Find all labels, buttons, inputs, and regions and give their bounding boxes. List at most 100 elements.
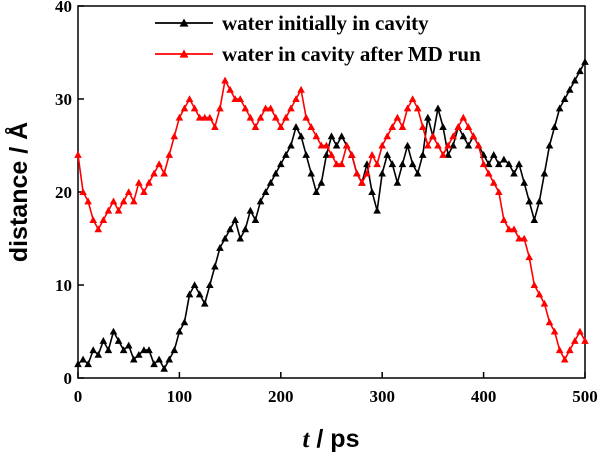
data-point-marker bbox=[312, 188, 321, 196]
data-point-marker bbox=[515, 160, 523, 168]
data-point-marker bbox=[190, 281, 199, 289]
data-point-marker bbox=[236, 95, 245, 103]
data-point-marker bbox=[535, 290, 544, 298]
data-point-marker bbox=[332, 160, 341, 168]
legend-label: water in cavity after MD run bbox=[222, 42, 481, 66]
data-point-marker bbox=[540, 169, 549, 177]
data-point-marker bbox=[500, 216, 508, 223]
data-point-marker bbox=[464, 141, 473, 149]
data-point-marker bbox=[353, 169, 361, 177]
data-point-marker bbox=[398, 123, 407, 130]
data-point-marker bbox=[236, 234, 245, 242]
data-point-marker bbox=[520, 178, 528, 186]
data-point-marker bbox=[378, 141, 386, 149]
data-point-marker bbox=[510, 225, 518, 233]
data-point-marker bbox=[327, 132, 336, 140]
data-point-marker bbox=[109, 327, 118, 335]
data-point-marker bbox=[383, 151, 392, 158]
data-point-marker bbox=[124, 188, 133, 196]
data-point-marker bbox=[119, 197, 128, 205]
y-tick-label: 10 bbox=[55, 276, 72, 295]
data-point-marker bbox=[418, 151, 427, 158]
data-point-marker bbox=[292, 95, 300, 103]
series-initially-in-cavity bbox=[74, 58, 589, 372]
y-tick-label: 20 bbox=[55, 183, 72, 202]
x-axis-label-variable: t bbox=[303, 426, 311, 453]
data-point-marker bbox=[327, 151, 336, 158]
data-point-marker bbox=[469, 132, 478, 140]
data-point-marker bbox=[505, 225, 513, 233]
data-point-marker bbox=[200, 113, 209, 121]
data-point-marker bbox=[206, 113, 214, 121]
legend-marker bbox=[179, 18, 189, 27]
data-point-marker bbox=[302, 151, 310, 158]
data-point-marker bbox=[79, 188, 87, 196]
data-point-marker bbox=[277, 123, 285, 130]
data-point-marker bbox=[449, 141, 457, 149]
data-point-marker bbox=[180, 318, 189, 326]
data-point-marker bbox=[510, 169, 518, 177]
data-point-marker bbox=[337, 160, 346, 168]
x-axis-label: t / ps bbox=[303, 425, 360, 453]
data-point-marker bbox=[170, 132, 179, 140]
series-layer bbox=[74, 58, 589, 372]
data-point-marker bbox=[555, 104, 564, 112]
data-point-marker bbox=[434, 104, 442, 112]
data-point-marker bbox=[576, 327, 584, 335]
data-point-marker bbox=[170, 346, 179, 354]
data-point-marker bbox=[104, 346, 113, 354]
data-point-marker bbox=[515, 234, 523, 242]
data-point-marker bbox=[165, 355, 174, 363]
data-point-marker bbox=[94, 225, 103, 233]
data-point-marker bbox=[231, 95, 239, 103]
y-axis-ticks: 0 10 20 30 40 bbox=[55, 0, 84, 388]
data-point-marker bbox=[444, 141, 452, 149]
data-point-marker bbox=[241, 225, 250, 233]
data-point-marker bbox=[180, 104, 189, 112]
data-point-marker bbox=[383, 132, 392, 140]
data-point-marker bbox=[545, 141, 554, 149]
data-point-marker bbox=[119, 346, 128, 354]
data-point-marker bbox=[292, 123, 300, 130]
data-point-marker bbox=[363, 169, 371, 177]
data-point-marker bbox=[251, 123, 260, 130]
series-line bbox=[77, 61, 586, 371]
y-axis-label: distance / Å bbox=[4, 122, 33, 262]
data-point-marker bbox=[317, 141, 326, 149]
data-point-marker bbox=[307, 169, 316, 177]
data-point-marker bbox=[535, 197, 544, 205]
data-point-marker bbox=[322, 141, 331, 149]
data-point-marker bbox=[129, 355, 138, 363]
data-point-marker bbox=[251, 216, 260, 223]
data-point-marker bbox=[393, 113, 402, 121]
data-point-marker bbox=[84, 197, 92, 205]
data-point-marker bbox=[408, 160, 417, 168]
data-point-marker bbox=[403, 141, 412, 149]
data-point-marker bbox=[474, 141, 483, 149]
data-point-marker bbox=[135, 350, 143, 358]
series-line bbox=[77, 78, 586, 362]
data-point-marker bbox=[505, 160, 513, 168]
data-point-marker bbox=[571, 76, 579, 84]
data-point-marker bbox=[150, 169, 158, 177]
data-point-marker bbox=[418, 123, 427, 130]
data-point-marker bbox=[358, 178, 366, 186]
data-point-marker bbox=[581, 58, 589, 65]
data-point-marker bbox=[256, 113, 265, 121]
data-point-marker bbox=[84, 360, 92, 368]
data-point-marker bbox=[282, 151, 290, 158]
data-point-marker bbox=[560, 95, 569, 103]
data-point-marker bbox=[114, 337, 123, 344]
data-point-marker bbox=[266, 104, 275, 112]
data-point-marker bbox=[241, 104, 250, 112]
data-point-marker bbox=[302, 113, 310, 121]
data-point-marker bbox=[424, 141, 432, 149]
data-point-marker bbox=[124, 341, 133, 349]
data-point-marker bbox=[525, 197, 534, 205]
y-tick-label: 0 bbox=[64, 369, 73, 388]
data-point-marker bbox=[459, 113, 468, 121]
x-tick-label: 100 bbox=[167, 387, 193, 406]
data-point-marker bbox=[266, 178, 275, 186]
x-tick-label: 400 bbox=[471, 387, 497, 406]
